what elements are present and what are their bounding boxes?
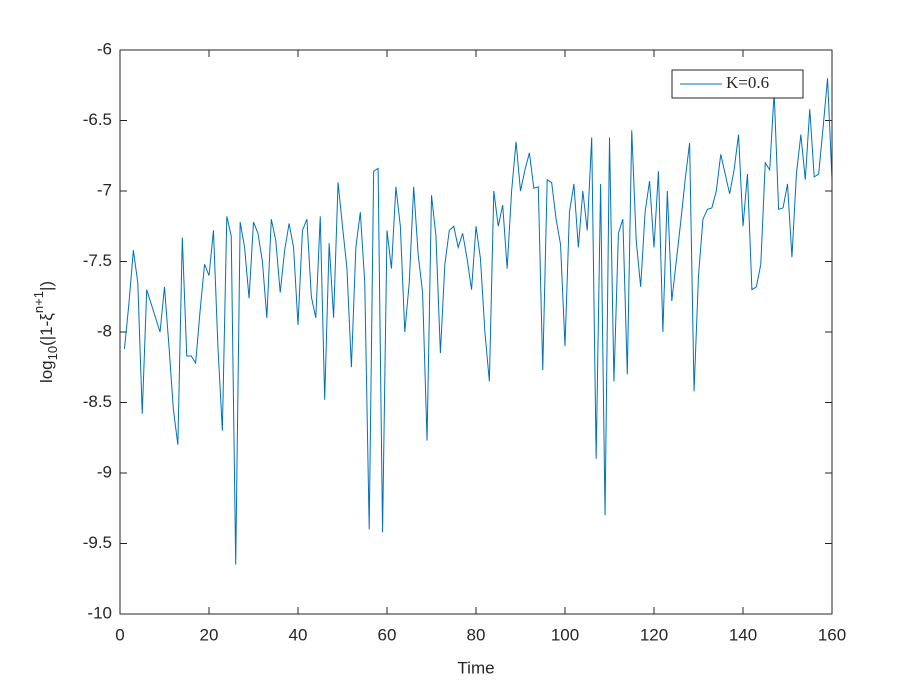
y-tick-label: -6: [97, 39, 112, 58]
data-line: [123, 78, 833, 565]
plot-frame: [119, 49, 833, 615]
x-tick-label: 0: [115, 625, 124, 644]
legend-label: K=0.6: [726, 73, 769, 92]
y-label-base: log: [37, 360, 56, 383]
y-tick-label: -7: [97, 180, 112, 199]
y-tick-label: -10: [87, 603, 112, 622]
x-tick-label: 20: [200, 625, 219, 644]
y-tick-label: -7.5: [83, 251, 112, 270]
y-axis-label: log10(|1-ξn+1|): [31, 281, 60, 383]
x-tick-label: 40: [289, 625, 308, 644]
y-tick-label: -9.5: [83, 533, 112, 552]
y-tick-label: -9: [97, 462, 112, 481]
x-tick-label: 80: [467, 625, 486, 644]
x-tick-label: 100: [551, 625, 579, 644]
y-label-main: (|1-ξ: [37, 313, 56, 346]
y-tick-label: -6.5: [83, 110, 112, 129]
y-label-end: |): [37, 281, 56, 291]
x-tick-label: 140: [729, 625, 757, 644]
x-tick-label: 160: [818, 625, 846, 644]
y-tick-label: -8.5: [83, 392, 112, 411]
y-label-sup: n+1: [31, 291, 46, 313]
y-label-sub: 10: [45, 346, 60, 360]
x-tick-label: 60: [378, 625, 397, 644]
x-axis-label: Time: [457, 658, 494, 677]
x-tick-label: 120: [640, 625, 668, 644]
y-tick-label: -8: [97, 321, 112, 340]
